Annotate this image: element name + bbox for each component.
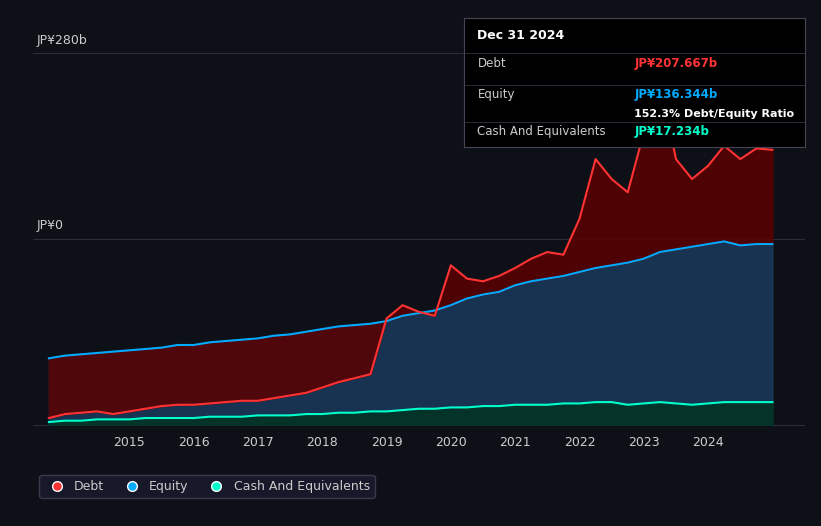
Text: 152.3% Debt/Equity Ratio: 152.3% Debt/Equity Ratio <box>635 109 795 119</box>
Text: Debt: Debt <box>478 57 506 70</box>
Text: JP¥0: JP¥0 <box>37 219 64 231</box>
Text: Dec 31 2024: Dec 31 2024 <box>478 29 565 42</box>
Text: Cash And Equivalents: Cash And Equivalents <box>478 125 606 138</box>
Text: JP¥207.667b: JP¥207.667b <box>635 57 718 70</box>
Text: JP¥136.344b: JP¥136.344b <box>635 88 718 101</box>
Text: Equity: Equity <box>478 88 515 101</box>
Text: JP¥280b: JP¥280b <box>37 34 88 47</box>
Legend: Debt, Equity, Cash And Equivalents: Debt, Equity, Cash And Equivalents <box>39 475 375 498</box>
Text: JP¥17.234b: JP¥17.234b <box>635 125 709 138</box>
